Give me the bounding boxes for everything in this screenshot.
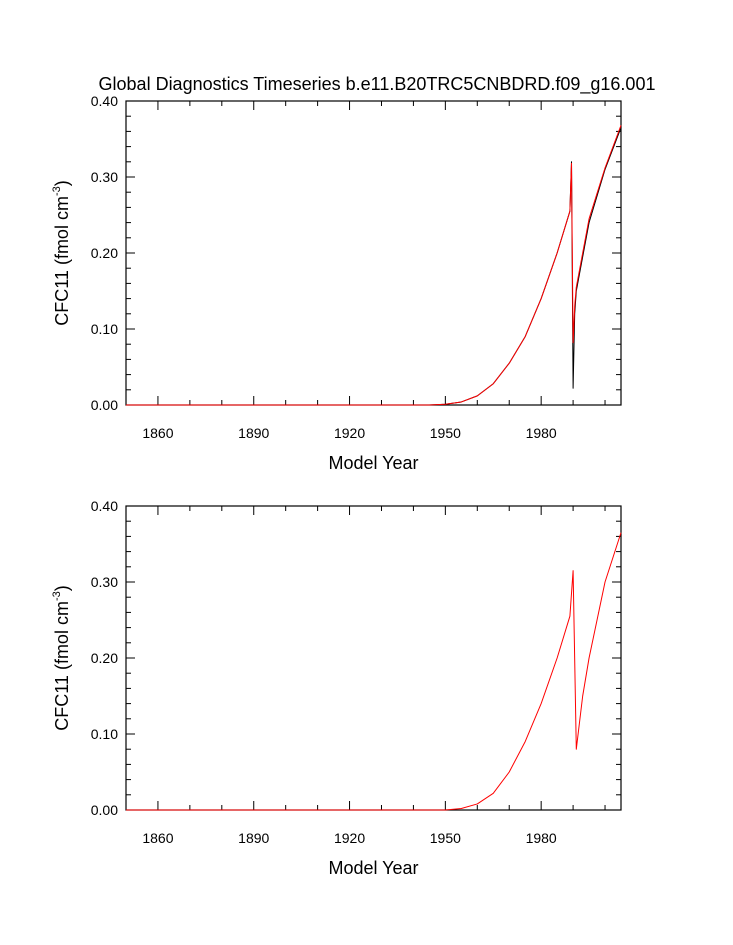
plot-frame xyxy=(125,505,622,811)
x-tick-label: 1920 xyxy=(334,830,365,846)
x-axis-title: Model Year xyxy=(328,453,418,473)
y-tick-label: 0.40 xyxy=(91,498,118,514)
y-tick-label: 0.00 xyxy=(91,397,118,413)
x-tick-label: 1920 xyxy=(334,425,365,441)
series-line-1 xyxy=(126,125,622,406)
x-tick-label: 1950 xyxy=(430,425,461,441)
y-axis-title-main: CFC11 (fmol cm xyxy=(52,196,72,326)
x-tick-label: 1860 xyxy=(142,425,173,441)
y-axis-title-close: ) xyxy=(52,585,72,591)
plot-frame xyxy=(125,100,622,406)
y-axis-title-close: ) xyxy=(52,180,72,186)
y-tick-label: 0.30 xyxy=(91,169,118,185)
y-tick-label: 0.10 xyxy=(91,726,118,742)
series-line-0 xyxy=(126,532,622,811)
y-tick-label: 0.10 xyxy=(91,321,118,337)
plot-bottom: 1860 1890 1920 1950 1980 0.00 0.10 0.20 0.30 0.40… xyxy=(51,498,622,878)
x-tick-label: 1890 xyxy=(238,425,269,441)
x-tick-label: 1980 xyxy=(526,830,557,846)
y-tick-label: 0.20 xyxy=(91,650,118,666)
y-tick-label: 0.20 xyxy=(91,245,118,261)
y-axis-title: CFC11 (fmol cm-3) xyxy=(51,585,72,730)
x-axis-title: Model Year xyxy=(328,858,418,878)
y-axis-title-superscript: -3 xyxy=(51,186,63,196)
series-line-0 xyxy=(126,127,622,406)
y-tick-label: 0.00 xyxy=(91,802,118,818)
x-tick-label: 1860 xyxy=(142,830,173,846)
y-axis-title-superscript: -3 xyxy=(51,591,63,601)
x-tick-label: 1950 xyxy=(430,830,461,846)
y-axis-title-main: CFC11 (fmol cm xyxy=(52,601,72,731)
x-tick-label: 1890 xyxy=(238,830,269,846)
x-tick-label: 1980 xyxy=(526,425,557,441)
chart-title: Global Diagnostics Timeseries b.e11.B20T… xyxy=(99,74,656,95)
y-tick-label: 0.40 xyxy=(91,93,118,109)
y-axis-title: CFC11 (fmol cm-3) xyxy=(51,180,72,325)
plot-top: 1860 1890 1920 1950 1980 0.00 0.10 0.20 0.30 0.40… xyxy=(51,93,622,473)
y-tick-label: 0.30 xyxy=(91,574,118,590)
